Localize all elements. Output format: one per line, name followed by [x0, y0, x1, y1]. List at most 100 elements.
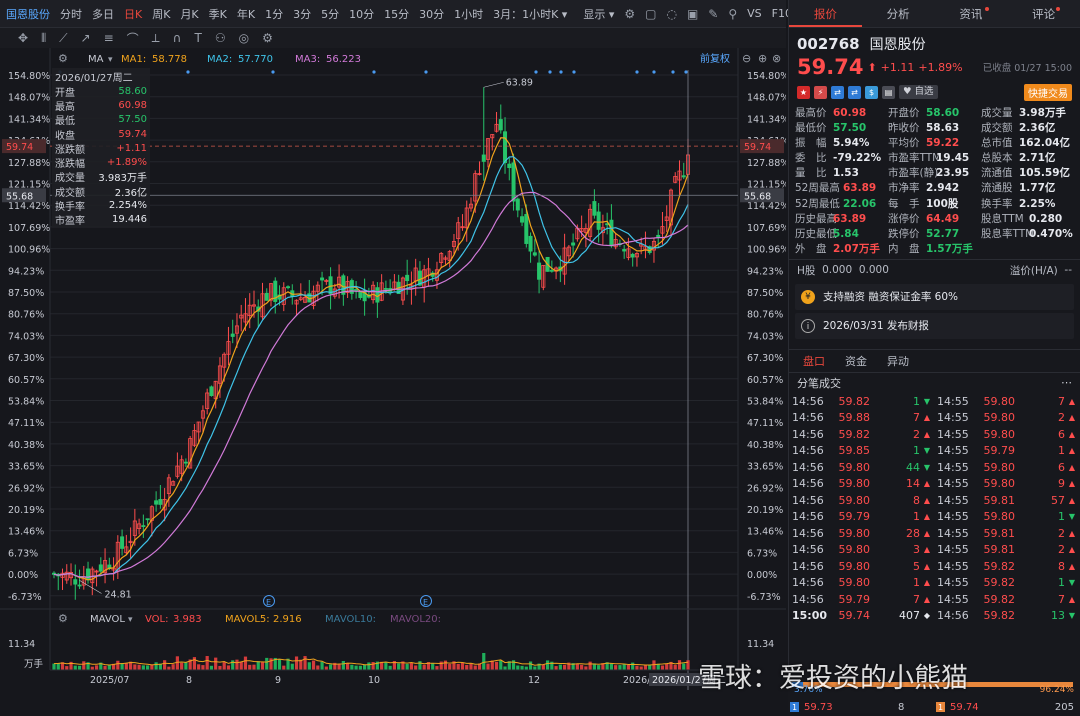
candle-body [77, 584, 82, 587]
y-tick-right: 26.92% [747, 483, 783, 494]
gear-icon[interactable]: ⚙ [58, 612, 68, 625]
period-4[interactable]: 月K [180, 7, 199, 21]
pen-icon[interactable]: ✎ [708, 6, 719, 21]
kline-chart[interactable]: 154.80% 154.80% 148.07% 148.07% 141.34% 141.3… [0, 48, 786, 713]
order-tab-0[interactable]: 盘口 [803, 354, 825, 368]
order-tab-2[interactable]: 异动 [887, 354, 909, 368]
chevron-down-icon[interactable]: ▾ [108, 55, 113, 65]
period-10[interactable]: 10分 [349, 7, 375, 21]
period-7[interactable]: 1分 [265, 7, 284, 21]
gear-icon[interactable]: ⚙ [262, 31, 273, 45]
volume-bar [588, 661, 592, 670]
event-dot[interactable] [572, 70, 576, 74]
period-6[interactable]: 年K [236, 7, 256, 21]
candle-body [609, 219, 614, 247]
period-8[interactable]: 3分 [293, 7, 312, 21]
mavol5-label: MAVOL5: [225, 614, 270, 625]
event-dot[interactable] [186, 70, 190, 74]
lock-icon[interactable]: ⚇ [214, 31, 226, 45]
period-17[interactable]: F10 [771, 7, 792, 20]
measure-icon[interactable]: ⟂ [151, 30, 160, 45]
volume-bar [133, 664, 137, 670]
event-dot[interactable] [534, 70, 538, 74]
event-dot[interactable] [372, 70, 376, 74]
tick-qty: 1 [1058, 444, 1065, 458]
period-15[interactable]: 显示 ▾ [583, 7, 615, 21]
event-dot[interactable] [548, 70, 552, 74]
event-dot[interactable] [635, 70, 639, 74]
tab-3[interactable]: 评论 [1007, 0, 1080, 27]
volume-bar [558, 664, 562, 670]
more-icon[interactable]: ⋯ [1061, 376, 1072, 390]
period-2[interactable]: 日K [124, 7, 143, 21]
high-pointer [483, 81, 504, 88]
volume-bar [311, 660, 316, 670]
lines-icon[interactable]: ⫴ [41, 30, 47, 45]
volume-bar [563, 664, 567, 670]
quick-trade-button[interactable]: 快捷交易 [1024, 83, 1072, 101]
gear-icon[interactable]: ⚙ [624, 6, 636, 21]
period-0[interactable]: 分时 [60, 7, 82, 21]
event-dot[interactable] [652, 70, 656, 74]
loading-icon[interactable]: ◌ [666, 6, 677, 21]
magnet-icon[interactable]: ∩ [172, 31, 182, 45]
period-12[interactable]: 30分 [419, 7, 445, 21]
tick-price: 59.82 [838, 394, 871, 408]
event-dot[interactable] [684, 70, 688, 74]
text-icon[interactable]: T [194, 31, 202, 45]
order-tab-1[interactable]: 资金 [845, 354, 867, 368]
event-dot[interactable] [424, 70, 428, 74]
up-arrow-icon: ▲ [923, 561, 931, 571]
visible-icon[interactable]: ◎ [238, 31, 250, 45]
tab-2[interactable]: 资讯 [935, 0, 1008, 27]
minus-icon[interactable]: ⊖ [742, 52, 751, 65]
stat-cell: 昨收价 58.63 [888, 121, 981, 136]
stat-label: 流通值 [981, 167, 1013, 180]
tick-price: 59.80 [838, 493, 871, 507]
tick-row: 15:00 59.74 407 ◆ [792, 607, 937, 624]
period-11[interactable]: 15分 [384, 7, 410, 21]
x-tick: 2026/01/27周二 [652, 675, 726, 686]
tab-0[interactable]: 报价 [789, 0, 862, 27]
channel-icon[interactable]: ≡ [103, 31, 114, 45]
event-dot[interactable] [671, 70, 675, 74]
search-icon[interactable]: ⚲ [728, 6, 738, 21]
arc-icon[interactable]: ⌒ [126, 31, 139, 46]
period-13[interactable]: 1小时 [454, 7, 484, 21]
candle-body [571, 242, 576, 246]
period-9[interactable]: 5分 [321, 7, 340, 21]
event-dot[interactable] [271, 70, 275, 74]
self-pick-button[interactable]: ♥ 自选 [899, 85, 938, 99]
window-icon[interactable]: ▢ [645, 6, 657, 21]
gear-icon[interactable]: ⚙ [58, 52, 68, 65]
period-14[interactable]: 3月：1小时K ▾ [493, 7, 568, 21]
tab-1[interactable]: 分析 [886, 7, 910, 21]
volume-bar [503, 666, 507, 670]
period-3[interactable]: 周K [152, 7, 171, 21]
tick-price: 59.80 [838, 477, 871, 491]
drawing-toolbar: ✥ ⫴ ⟋ ↗ ≡ ⌒ ⟂ ∩ T ⚇ ◎ ⚙ [0, 28, 786, 48]
plus-icon[interactable]: ⊕ [758, 52, 767, 65]
trend-icon[interactable]: ⟋ [59, 30, 68, 45]
report-banner[interactable]: i 2026/03/31 发布财报 [795, 312, 1074, 339]
period-16[interactable]: VS [747, 7, 762, 20]
volume-bar [452, 661, 456, 670]
camera-icon[interactable]: ▣ [686, 6, 699, 21]
period-1[interactable]: 多日 [92, 7, 114, 21]
earnings-icon[interactable] [263, 595, 275, 607]
tick-time: 14:55 [937, 510, 969, 524]
period-5[interactable]: 季K [208, 7, 227, 21]
margin-banner[interactable]: ¥ 支持融资 融资保证金率 60% [795, 283, 1074, 310]
stock-title[interactable]: 国恩股份 [6, 7, 50, 21]
move-icon[interactable]: ✥ [18, 31, 29, 45]
adjust-label[interactable]: 前复权 [700, 52, 730, 65]
chevron-down-icon[interactable]: ▾ [128, 615, 133, 625]
ray-icon[interactable]: ↗ [80, 31, 91, 45]
stat-value: -79.22% [833, 152, 882, 165]
stat-cell: 最高价 60.98 [795, 106, 888, 121]
close-icon[interactable]: ⊗ [772, 52, 781, 65]
earnings-icon[interactable] [420, 595, 432, 607]
event-dot[interactable] [559, 70, 563, 74]
volume-bar [380, 661, 384, 670]
tick-time: 14:55 [937, 493, 969, 507]
